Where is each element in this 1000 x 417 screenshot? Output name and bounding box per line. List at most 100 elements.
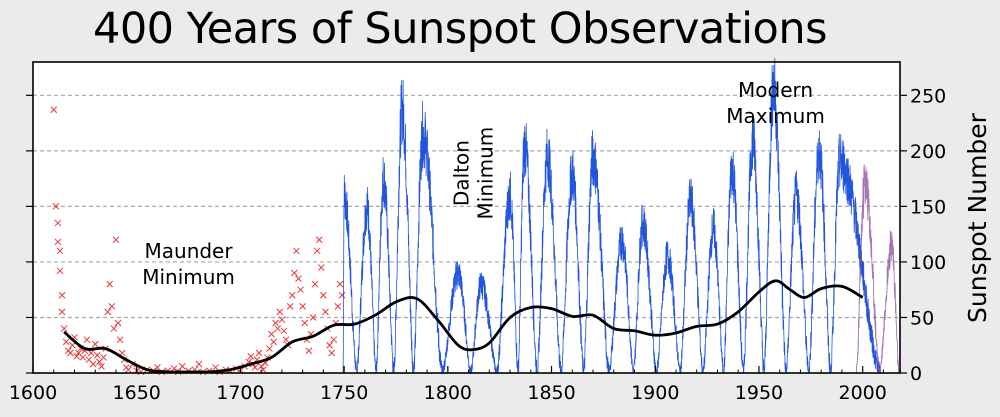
observation-marker xyxy=(87,349,95,357)
observation-marker xyxy=(66,349,74,357)
observation-marker xyxy=(50,106,58,114)
observation-marker xyxy=(315,236,323,244)
observation-marker-stroke xyxy=(104,308,112,316)
observation-marker xyxy=(60,325,68,332)
observation-marker-stroke xyxy=(272,319,280,327)
observation-marker-stroke xyxy=(62,338,70,346)
observation-marker-stroke xyxy=(334,303,342,310)
observation-marker xyxy=(91,340,99,348)
observation-marker-stroke xyxy=(93,351,101,359)
observation-marker xyxy=(93,351,101,359)
observation-marker xyxy=(62,338,70,346)
observation-marker xyxy=(108,303,116,310)
observation-marker xyxy=(274,325,282,332)
observation-marker xyxy=(334,303,342,310)
plot-area xyxy=(33,62,900,373)
observation-marker-stroke xyxy=(58,291,66,299)
observation-marker xyxy=(56,267,64,275)
cycle-peak-point xyxy=(712,228,714,230)
observation-marker-stroke xyxy=(270,338,277,346)
observation-marker xyxy=(255,349,263,357)
observation-marker-stroke xyxy=(290,269,298,277)
observation-marker-stroke xyxy=(50,106,58,114)
observation-marker-stroke xyxy=(212,364,219,371)
observation-marker xyxy=(56,247,64,255)
observation-marker-stroke xyxy=(286,303,294,310)
observation-marker-stroke xyxy=(280,327,288,335)
observation-marker-stroke xyxy=(274,325,282,332)
observation-marker-stroke xyxy=(98,362,105,370)
cycle-peak-point xyxy=(818,150,820,152)
observation-marker xyxy=(170,365,178,372)
observation-marker xyxy=(309,314,317,321)
observation-marker-stroke xyxy=(66,349,74,357)
observation-marker-stroke xyxy=(311,280,319,288)
cycle-peak-point xyxy=(571,172,573,174)
cycle-peak-point xyxy=(422,133,424,135)
observation-marker-stroke xyxy=(79,354,87,361)
cycle-peak-point xyxy=(457,272,459,274)
y-tick-label: 100 xyxy=(910,252,946,274)
observation-marker xyxy=(336,280,344,288)
x-tick-label: 2000 xyxy=(838,382,886,404)
observation-marker xyxy=(257,362,265,370)
y-tick-label: 200 xyxy=(910,141,946,163)
observation-marker-stroke xyxy=(170,365,178,372)
observation-marker xyxy=(125,366,132,374)
observation-marker-stroke xyxy=(52,203,60,210)
cycle-peak-point xyxy=(752,139,754,141)
observation-marker xyxy=(58,291,66,299)
chart-title: 400 Years of Sunspot Observations xyxy=(92,4,828,54)
observation-marker-stroke xyxy=(60,325,68,332)
observation-marker xyxy=(58,308,66,316)
observation-marker xyxy=(290,269,298,277)
observation-marker xyxy=(270,338,277,346)
observation-marker-stroke xyxy=(112,236,120,244)
observation-marker-stroke xyxy=(114,319,122,327)
observation-marker xyxy=(305,347,313,355)
recent-sunspot-series xyxy=(855,164,900,374)
observation-marker-stroke xyxy=(125,366,132,374)
observation-marker-stroke xyxy=(276,308,284,316)
observation-marker-stroke xyxy=(110,325,118,332)
observation-marker xyxy=(320,291,327,299)
cycle-peak-point xyxy=(621,239,623,241)
observation-marker xyxy=(114,319,122,327)
cycle-peak-point xyxy=(839,161,841,163)
annotation-line: Dalton xyxy=(450,140,474,206)
observation-marker-stroke xyxy=(309,314,317,321)
observation-marker-stroke xyxy=(100,354,107,361)
observation-marker xyxy=(282,336,290,344)
observation-marker-stroke xyxy=(56,267,64,275)
observation-marker-stroke xyxy=(56,247,64,255)
observation-marker-stroke xyxy=(75,349,82,357)
cycle-peak-point xyxy=(366,205,368,207)
y-tick-label: 50 xyxy=(910,307,934,329)
observation-marker xyxy=(330,336,338,344)
observation-marker xyxy=(288,291,296,299)
annotation-line: Maunder xyxy=(145,239,234,263)
observation-marker xyxy=(272,319,280,327)
observation-marker-stroke xyxy=(317,264,325,271)
observation-marker-stroke xyxy=(338,291,346,299)
annotation: Dalton Minimum xyxy=(450,127,498,220)
x-tick-label: 1850 xyxy=(527,382,575,404)
observation-marker-stroke xyxy=(313,247,321,255)
observation-marker xyxy=(266,345,273,352)
observation-marker xyxy=(112,236,120,244)
observation-marker xyxy=(106,280,114,288)
observation-marker xyxy=(100,354,107,361)
x-tick-label: 1900 xyxy=(631,382,679,404)
observation-marker xyxy=(338,291,346,299)
observation-marker xyxy=(311,280,319,288)
observation-marker xyxy=(278,316,286,324)
x-tick-label: 1650 xyxy=(113,382,161,404)
y-tick-label: 0 xyxy=(910,363,922,385)
observation-marker xyxy=(52,203,60,210)
annotation-line: Modern xyxy=(738,78,813,102)
observation-marker-stroke xyxy=(268,330,275,338)
observation-marker xyxy=(137,368,145,376)
cycle-peak-point xyxy=(592,155,594,158)
observation-marker-stroke xyxy=(266,345,273,352)
